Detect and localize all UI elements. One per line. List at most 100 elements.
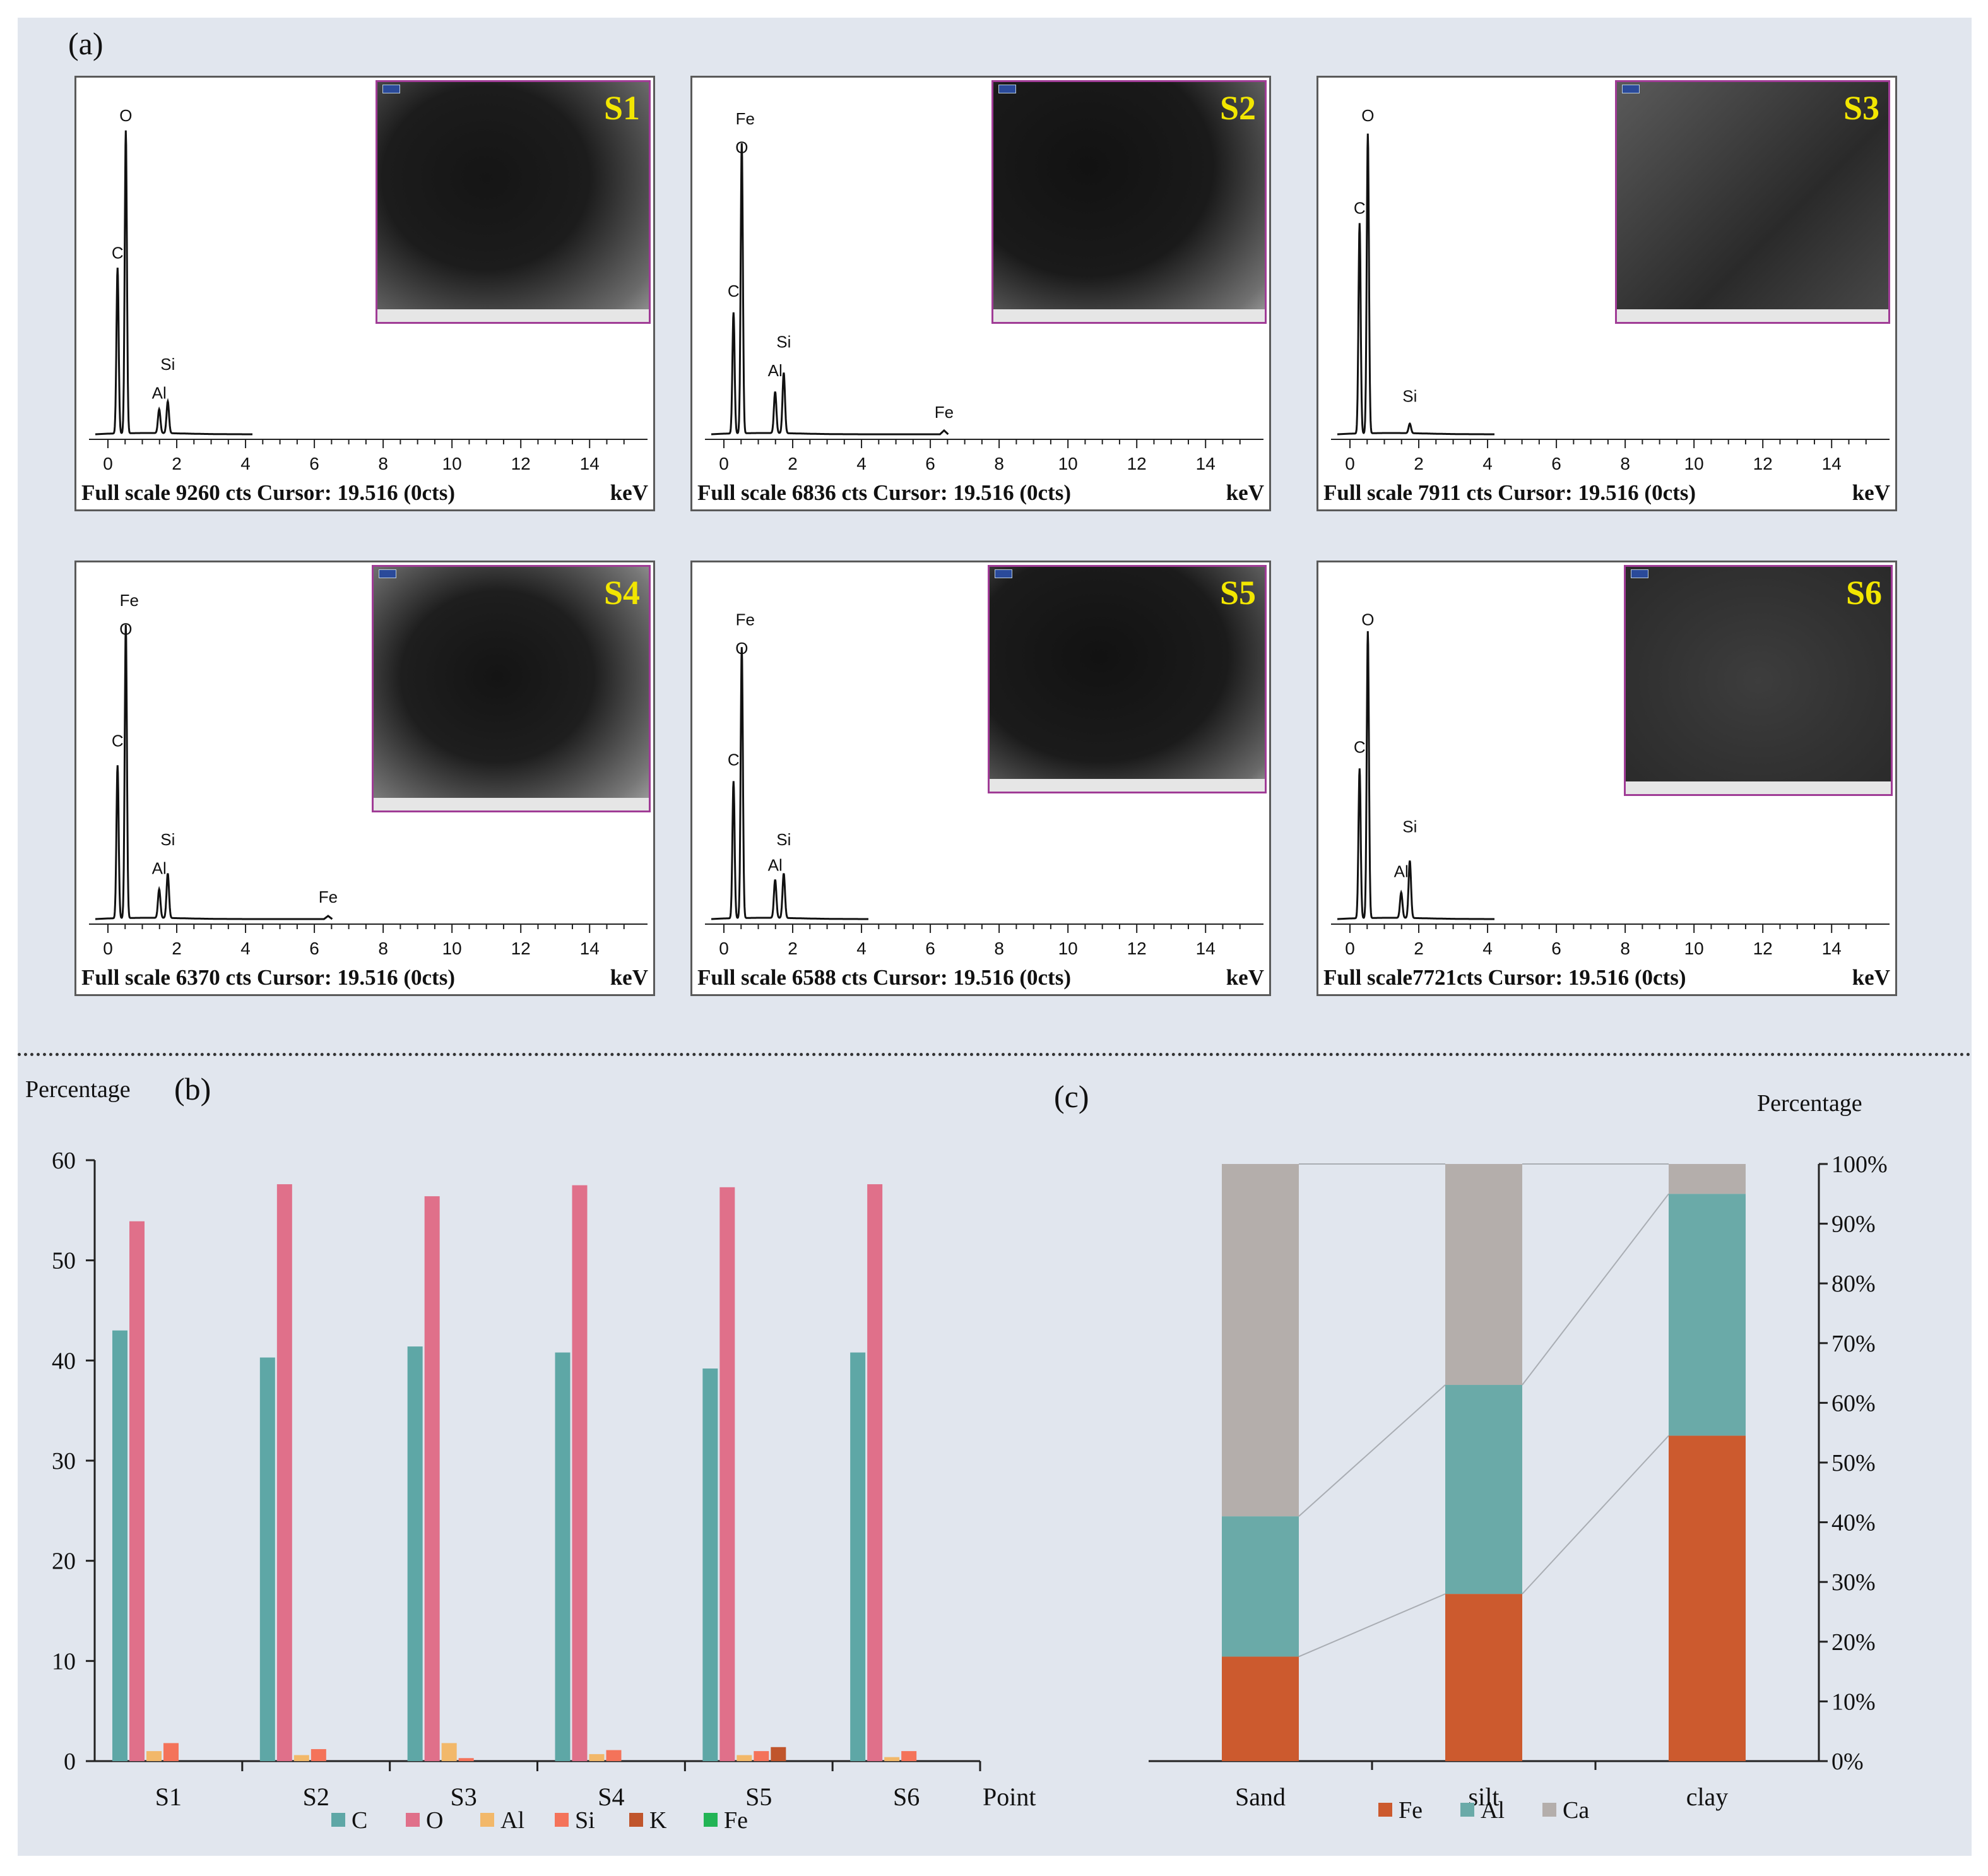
edx-peak-label: Si — [1402, 817, 1417, 836]
edx-x-tick-label: 14 — [580, 939, 600, 958]
chart-c-legend-swatch — [1460, 1803, 1474, 1817]
edx-unit-label: keV — [1852, 965, 1890, 990]
edx-x-tick-label: 0 — [103, 939, 113, 958]
chart-b-bar-si — [311, 1748, 326, 1761]
edx-spectrum-svg: 0 2 4 6 8 10 12 14 Fe O C Si Al — [705, 610, 1263, 958]
edx-x-tick-label: 4 — [240, 939, 251, 958]
edx-peak-label: Si — [1402, 387, 1417, 406]
edx-x-tick-label: 12 — [1753, 454, 1773, 473]
chart-b-bar-al — [589, 1754, 605, 1761]
edx-x-tick-label: 6 — [1551, 454, 1561, 473]
edx-x-tick-label: 0 — [103, 454, 113, 473]
sem-thumbnail-icon — [382, 85, 400, 93]
edx-x-tick-label: 12 — [511, 454, 531, 473]
chart-b-legend-label: Al — [500, 1807, 524, 1834]
chart-b-bar-c — [112, 1330, 127, 1761]
chart-b-legend-label: Fe — [724, 1807, 748, 1834]
edx-x-tick-label: 10 — [1058, 939, 1078, 958]
edx-unit-label: keV — [610, 480, 648, 505]
chart-b-legend-swatch — [629, 1813, 643, 1827]
chart-c-bar-al — [1222, 1516, 1299, 1657]
edx-x-tick-label: 4 — [856, 454, 867, 473]
chart-c-y-tick-label: 50% — [1831, 1450, 1876, 1476]
chart-b-bar-o — [424, 1196, 440, 1761]
edx-x-tick-label: 2 — [1414, 454, 1424, 473]
chart-b-y-tick-label: 40 — [52, 1348, 76, 1374]
edx-x-tick-label: 6 — [925, 454, 935, 473]
sem-sample-tag: S2 — [1219, 89, 1256, 127]
edx-panel-s3: 0 2 4 6 8 10 12 14 O C Si S3 Full scale 7911 cts Cur… — [1316, 76, 1897, 511]
edx-peak-label: Fe — [736, 610, 755, 629]
panel-label-c: (c) — [1054, 1079, 1089, 1114]
edx-spectrum-line — [95, 130, 252, 436]
chart-c-y-tick-label: 30% — [1831, 1569, 1876, 1596]
sem-image-s2: S2 — [991, 80, 1267, 324]
chart-b-bar-si — [606, 1750, 622, 1761]
sem-sample-tag: S4 — [603, 574, 640, 612]
sem-scale-bar — [1617, 309, 1888, 322]
edx-x-tick-label: 10 — [1684, 454, 1704, 473]
chart-c-y-tick-label: 100% — [1831, 1151, 1888, 1178]
chart-c-y-tick-label: 40% — [1831, 1510, 1876, 1536]
chart-b-bar-si — [163, 1743, 179, 1761]
chart-c-y-tick-label: 60% — [1831, 1390, 1876, 1416]
chart-b-bar-c — [702, 1368, 718, 1761]
edx-panel-s5: 0 2 4 6 8 10 12 14 Fe O C Si Al S5 Full scale 6588 cts… — [690, 561, 1271, 996]
edx-x-tick-label: 2 — [788, 454, 798, 473]
edx-unit-label: keV — [1226, 480, 1264, 505]
chart-c-y-tick-label: 70% — [1831, 1331, 1876, 1357]
chart-b-bar-si — [458, 1758, 474, 1761]
edx-spectrum-line — [1337, 133, 1494, 436]
sem-sample-tag: S5 — [1219, 574, 1256, 612]
edx-panel-s6: 0 2 4 6 8 10 12 14 O C Si Al S6 Full scale7721cts Cur… — [1316, 561, 1897, 996]
chart-b-legend-label: K — [649, 1807, 667, 1834]
chart-c-legend-swatch — [1378, 1803, 1392, 1817]
sem-sample-tag: S1 — [603, 89, 640, 127]
edx-x-tick-label: 8 — [378, 939, 388, 958]
chart-c-bar-fe — [1222, 1656, 1299, 1761]
edx-x-tick-label: 12 — [1753, 939, 1773, 958]
edx-x-tick-label: 4 — [856, 939, 867, 958]
chart-b-category-label: S3 — [450, 1783, 476, 1811]
chart-c-connector — [1522, 1193, 1669, 1386]
sem-image-s1: S1 — [376, 80, 651, 324]
edx-x-tick-label: 8 — [994, 454, 1004, 473]
edx-x-tick-label: 12 — [1127, 454, 1147, 473]
chart-c-y-tick-label: 0% — [1831, 1748, 1864, 1775]
edx-x-tick-label: 0 — [719, 939, 729, 958]
edx-x-tick-label: 8 — [994, 939, 1004, 958]
chart-b-bar-o — [719, 1187, 735, 1761]
sem-thumbnail-icon — [379, 569, 396, 578]
edx-full-scale-text: Full scale 6588 cts Cursor: 19.516 (0cts… — [697, 965, 1071, 990]
chart-b-bar-k — [771, 1747, 786, 1761]
sem-image-s5: S5 — [988, 565, 1267, 793]
edx-x-tick-label: 8 — [378, 454, 388, 473]
edx-x-tick-label: 0 — [1345, 454, 1355, 473]
edx-peak-label: C — [728, 751, 740, 769]
chart-c-legend-swatch — [1542, 1803, 1556, 1817]
edx-x-tick-label: 0 — [719, 454, 729, 473]
edx-x-tick-label: 10 — [442, 454, 462, 473]
chart-b-bar-o — [129, 1221, 145, 1761]
edx-x-tick-label: 8 — [1620, 939, 1630, 958]
chart-b-category-label: S5 — [745, 1783, 772, 1811]
chart-b-category-label: S1 — [155, 1783, 182, 1811]
edx-footer: Full scale7721cts Cursor: 19.516 (0cts) k… — [1323, 959, 1890, 990]
sem-scale-bar — [374, 798, 649, 810]
edx-peak-label: Fe — [935, 403, 954, 422]
edx-spectrum-line — [711, 647, 868, 920]
edx-x-tick-label: 4 — [1482, 939, 1493, 958]
edx-peak-label: Si — [160, 830, 175, 849]
chart-b-bar-c — [407, 1346, 423, 1761]
chart-b-bar-o — [276, 1184, 292, 1761]
chart-b-legend-swatch — [555, 1813, 569, 1827]
sem-thumbnail-icon — [995, 569, 1012, 578]
edx-peak-label: O — [119, 106, 132, 125]
edx-peak-label: C — [1354, 737, 1366, 756]
edx-x-tick-label: 6 — [1551, 939, 1561, 958]
chart-b-bar-c — [850, 1352, 866, 1761]
edx-full-scale-text: Full scale 6370 cts Cursor: 19.516 (0cts… — [81, 965, 455, 990]
edx-x-tick-label: 10 — [1684, 939, 1704, 958]
chart-b-category-label: S6 — [893, 1783, 920, 1811]
chart-b-legend-label: Si — [575, 1807, 595, 1834]
